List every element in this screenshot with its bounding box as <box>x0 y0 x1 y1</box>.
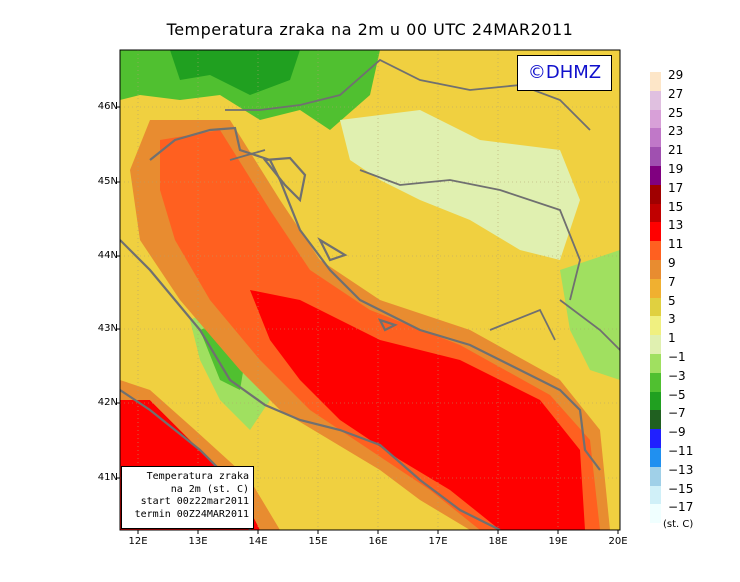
lon-label: 12E <box>128 536 148 547</box>
sea-warm-zone <box>250 290 585 530</box>
legend-label: 3 <box>668 312 676 327</box>
legend-label: 17 <box>668 180 684 195</box>
legend-label: −1 <box>668 350 686 364</box>
info-line-4: termin 00Z24MAR2011 <box>134 508 249 520</box>
legend-label: 19 <box>668 162 684 176</box>
country-borders <box>225 58 620 351</box>
lon-label: 20E <box>608 536 628 547</box>
legend-label: 23 <box>668 124 684 139</box>
legend-label: 27 <box>668 86 684 101</box>
legend-label: −11 <box>668 444 694 458</box>
lat-label: 41N <box>97 472 118 483</box>
legend-swatch <box>650 391 661 411</box>
legend-label: 9 <box>668 256 676 270</box>
legend-label: 13 <box>668 218 684 233</box>
legend-swatch <box>650 109 661 129</box>
legend-label: 25 <box>668 105 684 120</box>
lon-label: 15E <box>308 536 328 547</box>
legend-swatch <box>650 297 661 317</box>
legend-swatch <box>650 222 661 242</box>
legend-label: 1 <box>668 331 676 346</box>
lat-label: 44N <box>97 250 118 261</box>
legend-label: 21 <box>668 143 684 158</box>
legend-swatch <box>650 335 661 355</box>
legend-swatch <box>650 260 661 279</box>
alps-colder-zone <box>170 50 300 95</box>
legend-swatch <box>650 72 661 91</box>
lon-label: 17E <box>428 536 448 547</box>
legend-swatch <box>650 485 661 505</box>
lon-label: 18E <box>488 536 508 547</box>
legend-label: −13 <box>668 462 694 477</box>
info-line-1: Temperatura zraka <box>146 471 249 482</box>
lon-label: 16E <box>368 536 388 547</box>
axis-ticks <box>116 106 619 534</box>
legend-label: 5 <box>668 293 676 308</box>
lat-label: 46N <box>97 101 118 112</box>
legend-swatch <box>650 166 661 185</box>
legend-swatch <box>650 354 661 373</box>
legend-label: −15 <box>668 481 694 496</box>
legend-swatch <box>650 410 661 430</box>
lon-label: 14E <box>248 536 268 547</box>
legend-swatch <box>650 241 661 261</box>
legend-swatch <box>650 429 661 449</box>
legend-label: 15 <box>668 199 684 214</box>
lat-label: 42N <box>97 397 118 408</box>
info-box: Temperatura zraka na 2m (st. C) start 00… <box>121 466 254 529</box>
legend-swatch <box>650 504 661 524</box>
legend-label: −9 <box>668 425 686 440</box>
map-title: Temperatura zraka na 2m u 00 UTC 24MAR20… <box>166 20 574 39</box>
legend-label: 29 <box>668 68 684 82</box>
dhmz-copyright-logo: ©DHMZ <box>517 55 612 91</box>
legend-label: 11 <box>668 237 684 252</box>
lon-label: 19E <box>548 536 568 547</box>
map-frame <box>119 49 621 531</box>
legend-swatch <box>650 147 661 167</box>
legend-label: −3 <box>668 368 686 383</box>
legend-unit: (st. C) <box>663 519 694 530</box>
info-line-2: na 2m (st. C) <box>170 483 249 495</box>
legend-swatch <box>650 184 661 204</box>
info-line-3: start 00z22mar2011 <box>140 496 249 507</box>
lon-label: 13E <box>188 536 208 547</box>
legend-label: 7 <box>668 274 676 289</box>
inland-cool-zone <box>340 110 580 260</box>
legend-swatch <box>650 372 661 392</box>
tyrrhenian-coast-zone <box>120 380 280 530</box>
legend-swatch <box>650 448 661 467</box>
legend-swatch <box>650 203 661 223</box>
graticule <box>120 50 620 530</box>
legend-swatch <box>650 90 661 110</box>
lat-label: 45N <box>97 176 118 187</box>
lat-label: 43N <box>97 323 118 334</box>
legend-label: −5 <box>668 387 686 402</box>
legend-swatch <box>650 278 661 298</box>
legend-label: −7 <box>668 406 686 421</box>
legend-swatch <box>650 316 661 336</box>
legend-label: −17 <box>668 500 694 515</box>
legend-swatch <box>650 466 661 486</box>
legend-swatch <box>650 128 661 148</box>
